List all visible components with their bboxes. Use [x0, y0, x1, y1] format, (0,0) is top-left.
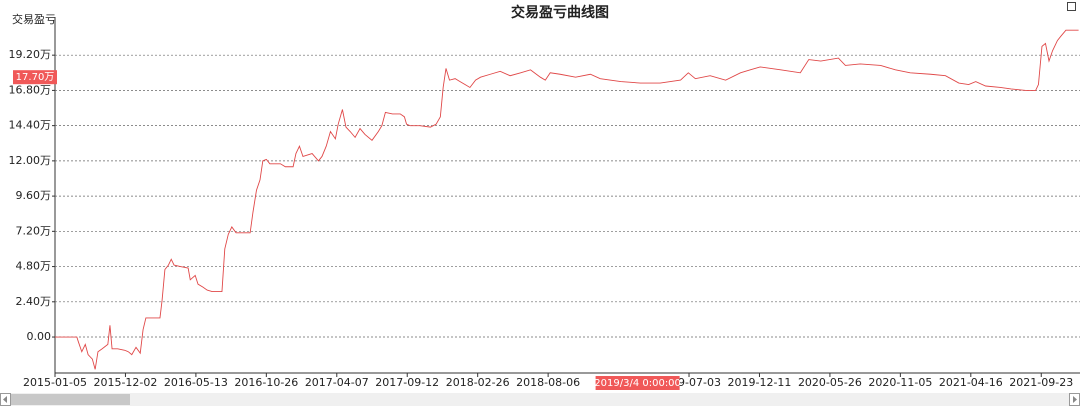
- x-tick-label: 2021-09-23: [1009, 376, 1073, 389]
- y-tick-label: 7.20万: [16, 224, 52, 237]
- x-tick-label: 2016-05-13: [164, 376, 228, 389]
- scroll-track[interactable]: [0, 393, 1080, 406]
- y-tick-label: 0.00: [27, 330, 52, 343]
- y-tick-label: 14.40万: [9, 119, 52, 132]
- scroll-thumb[interactable]: [11, 394, 130, 405]
- y-tick-label: 9.60万: [16, 189, 52, 202]
- scrollbar: [0, 393, 1080, 406]
- x-tick-label: 2020-05-26: [798, 376, 862, 389]
- x-tick-label: 2017-04-07: [305, 376, 369, 389]
- y-tick-label: 16.80万: [9, 83, 52, 96]
- chart-title: 交易盈亏曲线图: [511, 4, 609, 21]
- y-tick-label: 4.80万: [16, 260, 52, 273]
- x-tick-label: 2015-12-02: [93, 376, 157, 389]
- x-tick-label: 2017-09-12: [375, 376, 439, 389]
- x-tick-label: 2016-10-26: [234, 376, 298, 389]
- cursor-y-label: 17.70万: [16, 72, 55, 83]
- y-axis-title: 交易盈亏: [12, 12, 56, 26]
- y-tick-label: 12.00万: [9, 154, 52, 167]
- x-tick-label: 2015-01-05: [23, 376, 87, 389]
- x-tick-label: 2020-11-05: [868, 376, 932, 389]
- line-series: [55, 29, 1079, 370]
- x-tick-label: 2018-02-26: [446, 376, 510, 389]
- x-tick-label: 2018-08-06: [516, 376, 580, 389]
- arrow-icon: [3, 396, 7, 403]
- y-tick-label: 19.20万: [9, 48, 52, 61]
- y-tick-label: 2.40万: [16, 295, 52, 308]
- cursor-x-label: 2019/3/4 0:00:00: [594, 378, 681, 389]
- x-tick-label: 2019-12-11: [727, 376, 791, 389]
- cursor-y-box: [13, 70, 57, 85]
- window-button[interactable]: [1067, 2, 1076, 11]
- x-tick-label: 2021-04-16: [939, 376, 1003, 389]
- arrow-icon: [1073, 396, 1077, 403]
- cursor-x-box: [595, 376, 680, 390]
